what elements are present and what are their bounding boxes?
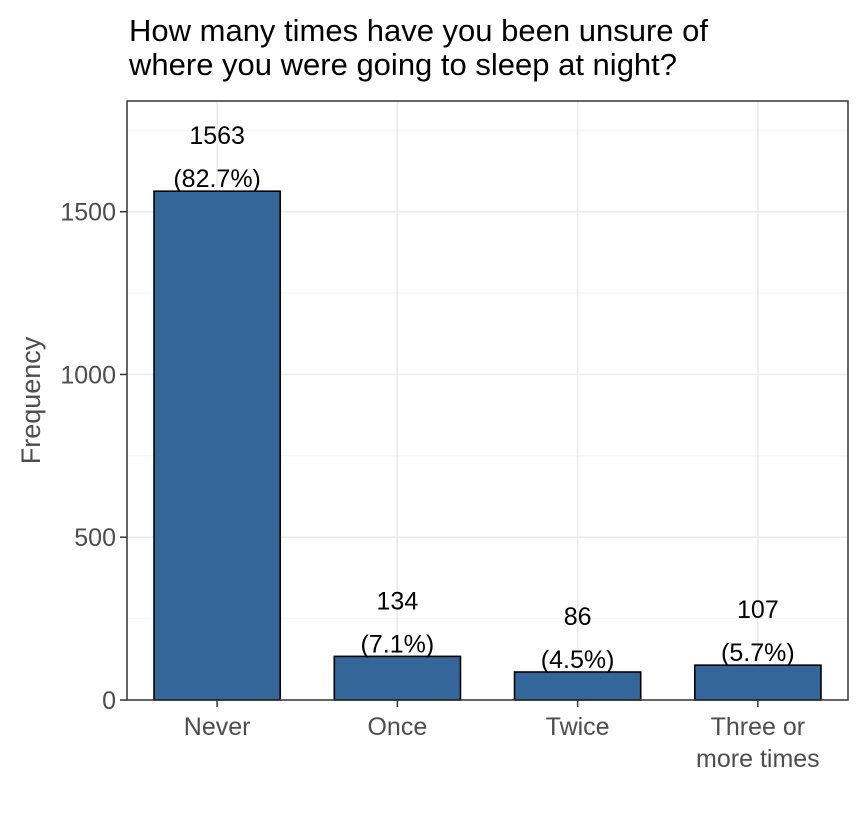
x-tick-label: Three or	[711, 713, 805, 741]
data-label-percent: (7.1%)	[361, 630, 435, 658]
data-label-count: 86	[564, 603, 592, 631]
y-tick-label: 1000	[60, 361, 116, 389]
bar	[153, 190, 282, 701]
bars	[153, 190, 822, 701]
data-label-count: 134	[377, 587, 419, 615]
data-label-percent: (5.7%)	[721, 639, 795, 667]
chart-title-line: How many times have you been unsure of	[129, 13, 708, 48]
y-tick-label: 0	[102, 687, 116, 715]
y-axis: 0 500 1000 1500	[60, 199, 127, 715]
data-label-count: 107	[737, 596, 779, 624]
chart-title-line: where you were going to sleep at night?	[128, 47, 677, 82]
x-tick-label: more times	[696, 745, 820, 773]
y-tick-label: 1500	[60, 199, 116, 227]
plot-panel-border	[126, 100, 849, 701]
x-tick-label: Once	[367, 713, 427, 741]
x-tick-label: Never	[184, 713, 251, 741]
data-label-percent: (4.5%)	[541, 646, 615, 674]
y-axis-title: Frequency	[16, 336, 46, 464]
x-tick-label: Twice	[546, 713, 610, 741]
data-labels: 1563 (82.7%) 134 (7.1%) 86 (4.5%) 107 (5.7%)	[173, 122, 794, 674]
data-label-percent: (82.7%)	[173, 165, 261, 193]
bar	[333, 655, 462, 701]
bar	[513, 671, 642, 701]
data-label-count: 1563	[189, 122, 245, 150]
x-axis: Never Once Twice Three or more times	[184, 700, 820, 773]
bar	[693, 664, 822, 701]
chart-title: How many times have you been unsure ofwh…	[128, 13, 708, 82]
y-tick-label: 500	[74, 524, 116, 552]
